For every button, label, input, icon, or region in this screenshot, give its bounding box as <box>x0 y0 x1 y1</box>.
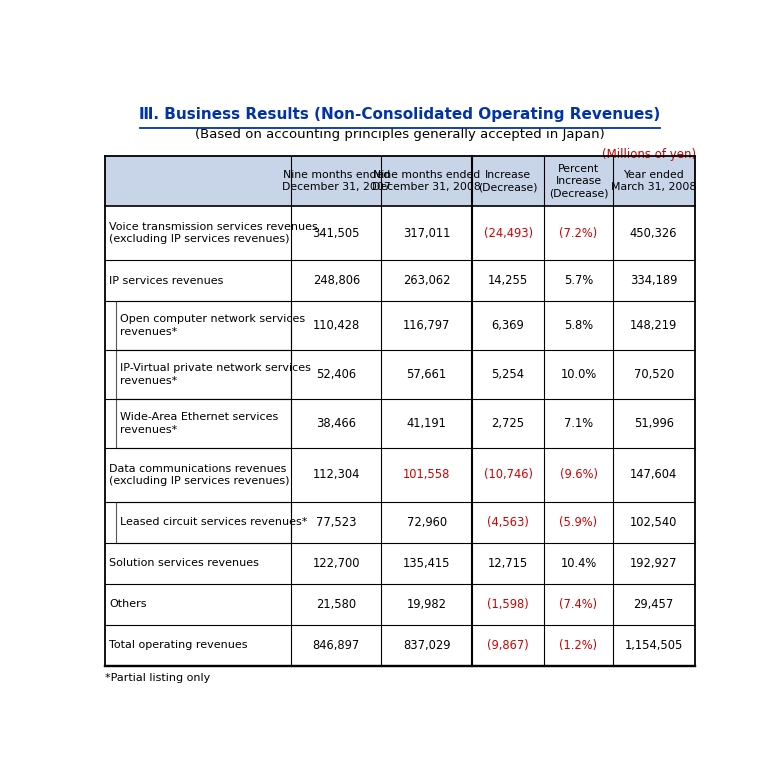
Text: 41,191: 41,191 <box>406 417 446 430</box>
Text: 122,700: 122,700 <box>313 556 360 570</box>
Text: 38,466: 38,466 <box>316 417 356 430</box>
Text: 29,457: 29,457 <box>633 598 674 611</box>
Text: Wide-Area Ethernet services
revenues*: Wide-Area Ethernet services revenues* <box>120 412 278 435</box>
Text: Others: Others <box>109 599 147 609</box>
Text: 10.0%: 10.0% <box>560 368 597 381</box>
Text: 77,523: 77,523 <box>316 515 356 529</box>
Text: (1,598): (1,598) <box>488 598 529 611</box>
Text: 450,326: 450,326 <box>630 227 678 239</box>
Text: *Partial listing only: *Partial listing only <box>105 673 210 683</box>
Text: 21,580: 21,580 <box>316 598 356 611</box>
Text: Open computer network services
revenues*: Open computer network services revenues* <box>120 315 305 337</box>
Text: 14,255: 14,255 <box>488 274 528 287</box>
Bar <box>115 399 291 448</box>
Text: Percent
Increase
(Decrease): Percent Increase (Decrease) <box>549 164 608 198</box>
Text: 52,406: 52,406 <box>316 368 356 381</box>
Text: 1,154,505: 1,154,505 <box>625 639 682 652</box>
Text: 248,806: 248,806 <box>313 274 360 287</box>
Text: Solution services revenues: Solution services revenues <box>109 558 259 568</box>
Text: 5.8%: 5.8% <box>564 319 593 332</box>
Text: 19,982: 19,982 <box>406 598 447 611</box>
Text: 6,369: 6,369 <box>491 319 524 332</box>
Bar <box>115 501 291 542</box>
Text: 837,029: 837,029 <box>402 639 450 652</box>
Text: 317,011: 317,011 <box>403 227 450 239</box>
Text: Data communications revenues
(excluding IP services revenues): Data communications revenues (excluding … <box>109 463 289 486</box>
Text: (24,493): (24,493) <box>484 227 533 239</box>
Text: 5.7%: 5.7% <box>564 274 593 287</box>
Text: 72,960: 72,960 <box>406 515 447 529</box>
Text: IP-Virtual private network services
revenues*: IP-Virtual private network services reve… <box>120 363 310 386</box>
Text: 341,505: 341,505 <box>313 227 360 239</box>
Text: (Millions of yen): (Millions of yen) <box>602 148 696 161</box>
Text: 12,715: 12,715 <box>488 556 528 570</box>
Text: Nine months ended
December 31, 2008: Nine months ended December 31, 2008 <box>372 170 481 192</box>
Text: 70,520: 70,520 <box>633 368 674 381</box>
Text: IP services revenues: IP services revenues <box>109 276 223 285</box>
Text: 7.1%: 7.1% <box>564 417 593 430</box>
Text: (1.2%): (1.2%) <box>559 639 597 652</box>
Text: Year ended
March 31, 2008: Year ended March 31, 2008 <box>611 170 697 192</box>
Text: 10.4%: 10.4% <box>560 556 597 570</box>
Text: Increase
(Decrease): Increase (Decrease) <box>478 170 538 192</box>
Text: (9,867): (9,867) <box>488 639 529 652</box>
Text: Nine months ended
December 31, 2007: Nine months ended December 31, 2007 <box>282 170 391 192</box>
Text: 116,797: 116,797 <box>403 319 450 332</box>
Text: 192,927: 192,927 <box>630 556 678 570</box>
Text: 2,725: 2,725 <box>491 417 525 430</box>
Text: 110,428: 110,428 <box>313 319 360 332</box>
Text: 101,558: 101,558 <box>403 468 450 481</box>
Text: (4,563): (4,563) <box>488 515 529 529</box>
Text: 51,996: 51,996 <box>633 417 674 430</box>
Text: Leased circuit services revenues*: Leased circuit services revenues* <box>120 517 307 527</box>
Text: (7.4%): (7.4%) <box>559 598 597 611</box>
Text: (5.9%): (5.9%) <box>559 515 597 529</box>
Text: 135,415: 135,415 <box>402 556 450 570</box>
Text: Ⅲ. Business Results (Non-Consolidated Operating Revenues): Ⅲ. Business Results (Non-Consolidated Op… <box>139 107 661 122</box>
Text: 147,604: 147,604 <box>630 468 677 481</box>
Bar <box>115 301 291 350</box>
Text: 148,219: 148,219 <box>630 319 677 332</box>
Text: (Based on accounting principles generally accepted in Japan): (Based on accounting principles generall… <box>195 128 604 140</box>
Text: 846,897: 846,897 <box>313 639 360 652</box>
Text: (7.2%): (7.2%) <box>559 227 597 239</box>
Text: 102,540: 102,540 <box>630 515 677 529</box>
Text: Voice transmission services revenues
(excluding IP services revenues): Voice transmission services revenues (ex… <box>109 222 317 244</box>
Text: 263,062: 263,062 <box>402 274 450 287</box>
Text: 112,304: 112,304 <box>313 468 360 481</box>
Text: 5,254: 5,254 <box>491 368 525 381</box>
Text: 334,189: 334,189 <box>630 274 677 287</box>
Text: 57,661: 57,661 <box>406 368 447 381</box>
Text: (10,746): (10,746) <box>484 468 533 481</box>
Text: (9.6%): (9.6%) <box>559 468 597 481</box>
Text: Total operating revenues: Total operating revenues <box>109 640 247 650</box>
Bar <box>105 156 695 206</box>
Bar <box>115 350 291 399</box>
